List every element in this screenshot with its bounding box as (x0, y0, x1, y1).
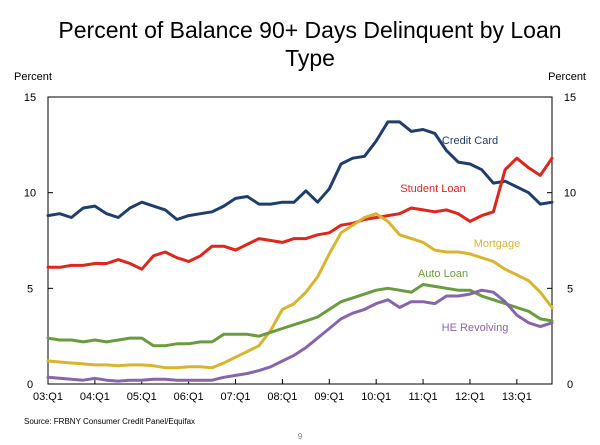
series-line-credit-card (46, 120, 554, 221)
x-tick-label: 07:Q1 (221, 391, 251, 403)
y-tick-label-right: 0 (567, 379, 573, 391)
y-tick-label-left: 10 (24, 188, 36, 200)
x-tick-label: 03:Q1 (33, 391, 63, 403)
x-tick-label: 06:Q1 (174, 391, 204, 403)
x-tick-label: 09:Q1 (314, 391, 344, 403)
series-label-auto-loan: Auto Loan (418, 268, 468, 280)
chart-title: Percent of Balance 90+ Days Delinquent b… (58, 17, 562, 71)
series-line-student-loan (46, 156, 554, 271)
series-label-he-revolving: HE Revolving (442, 322, 509, 334)
y-axis-label-right: Percent (548, 71, 586, 83)
y-tick-label-left: 0 (27, 379, 33, 391)
source-note: Source: FRBNY Consumer Credit Panel/Equi… (24, 417, 196, 426)
y-tick-label-left: 15 (24, 92, 36, 104)
x-tick-label: 05:Q1 (127, 391, 157, 403)
x-tick-label: 08:Q1 (267, 391, 297, 403)
x-tick-label: 13:Q1 (502, 391, 532, 403)
series-line-mortgage (46, 212, 554, 370)
x-tick-label: 10:Q1 (361, 391, 391, 403)
x-tick-label: 11:Q1 (408, 391, 437, 403)
y-tick-label-right: 5 (567, 283, 573, 295)
y-tick-label-right: 10 (564, 188, 576, 200)
series-line-auto-loan (46, 283, 554, 348)
y-axis-label-left: Percent (14, 71, 52, 83)
series-line-he-revolving (46, 288, 554, 383)
series-label-credit-card: Credit Card (442, 135, 498, 147)
y-tick-label-left: 5 (27, 283, 33, 295)
y-tick-label-right: 15 (564, 92, 576, 104)
x-tick-label: 12:Q1 (455, 391, 485, 403)
series-label-mortgage: Mortgage (474, 238, 520, 250)
plot-frame (47, 96, 553, 385)
page-number: 9 (297, 432, 303, 441)
x-tick-label: 04:Q1 (80, 391, 110, 403)
series-label-student-loan: Student Loan (400, 183, 465, 195)
